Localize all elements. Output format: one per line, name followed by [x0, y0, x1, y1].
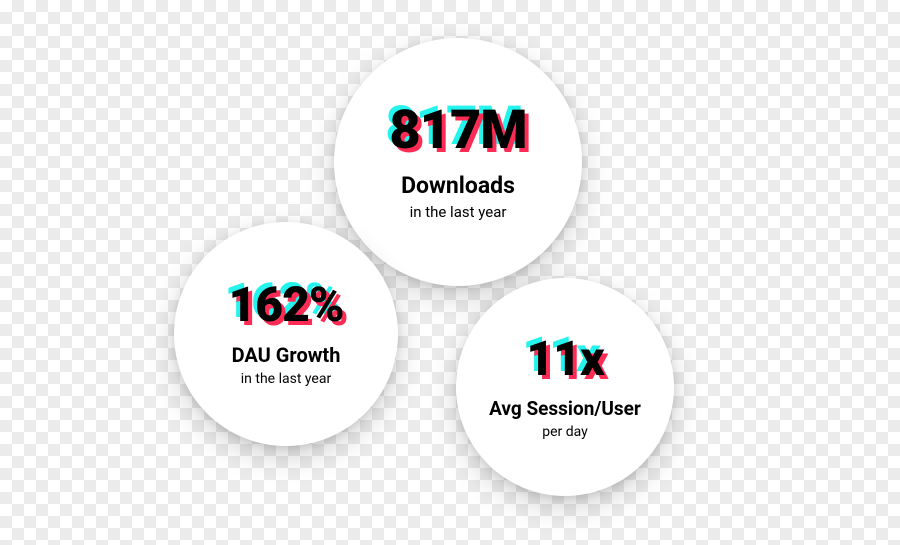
stat-circle-avg-session: 11x 11x 11x Avg Session/User per day — [456, 278, 674, 496]
stat-label-dau-growth: DAU Growth — [232, 343, 341, 367]
stat-sublabel-downloads: in the last year — [410, 203, 507, 221]
glitch-main-layer: 11x — [526, 335, 603, 383]
stat-sublabel-avg-session: per day — [542, 424, 588, 440]
glitch-main-layer: 162% — [228, 281, 343, 329]
infographic-stage: 817M 817M 817M Downloads in the last yea… — [0, 0, 900, 545]
stat-label-downloads: Downloads — [401, 172, 515, 199]
stat-label-avg-session: Avg Session/User — [489, 397, 641, 420]
glitch-main-layer: 817M — [389, 104, 526, 158]
stat-sublabel-dau-growth: in the last year — [241, 371, 331, 387]
stat-value-avg-session: 11x 11x 11x — [526, 335, 603, 383]
stat-circle-dau-growth: 162% 162% 162% DAU Growth in the last ye… — [174, 222, 398, 446]
stat-circle-downloads: 817M 817M 817M Downloads in the last yea… — [334, 38, 582, 286]
stat-value-downloads: 817M 817M 817M — [389, 104, 526, 158]
stat-value-dau-growth: 162% 162% 162% — [228, 281, 343, 329]
